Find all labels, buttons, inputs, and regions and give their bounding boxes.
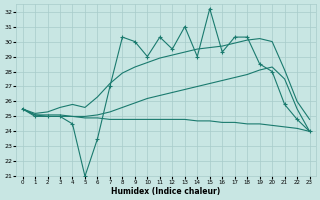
X-axis label: Humidex (Indice chaleur): Humidex (Indice chaleur): [111, 187, 221, 196]
